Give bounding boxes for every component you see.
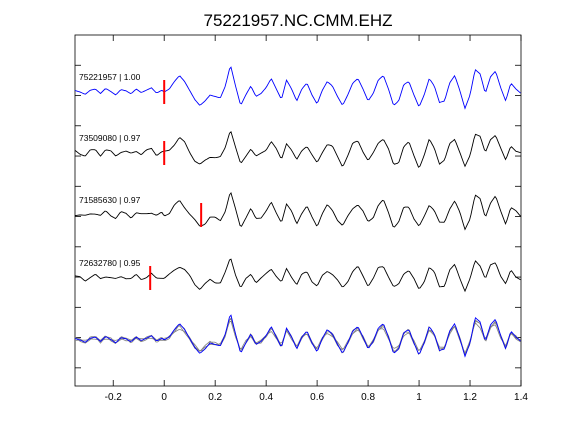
trace-label-2: 73509080 | 0.97 bbox=[79, 133, 141, 143]
waveform-trace-3 bbox=[74, 192, 521, 231]
chart-title: 75221957.NC.CMM.EHZ bbox=[204, 11, 393, 30]
x-tick-label: 0 bbox=[161, 392, 167, 403]
x-tick-label: -0.2 bbox=[105, 392, 123, 403]
trace-group: 75221957 | 1.00 73509080 | 0.97 71585630 |… bbox=[74, 66, 521, 358]
trace-label-4: 72632780 | 0.95 bbox=[79, 258, 141, 268]
x-tick-label: 1.2 bbox=[463, 392, 477, 403]
overlay-trace-2 bbox=[74, 317, 521, 356]
x-tick-label: 0.4 bbox=[259, 392, 273, 403]
plot-frame bbox=[74, 34, 522, 387]
trace-label-1: 75221957 | 1.00 bbox=[79, 72, 141, 82]
waveform-trace-4 bbox=[74, 258, 521, 293]
x-tick-label: 0.2 bbox=[208, 392, 222, 403]
x-tick-label: 1.4 bbox=[514, 392, 528, 403]
waveform-trace-2 bbox=[74, 130, 521, 168]
x-tick-label: 0.8 bbox=[361, 392, 375, 403]
trace-label-3: 71585630 | 0.97 bbox=[79, 195, 141, 205]
x-tick-label: 0.6 bbox=[310, 392, 324, 403]
overlay-trace-1 bbox=[74, 318, 521, 355]
waveform-trace-1 bbox=[74, 66, 521, 110]
axis-ticks: -0.2 0 0.2 0.4 0.6 0.8 1 1.2 1.4 bbox=[75, 35, 528, 403]
overlay-reference-trace bbox=[74, 314, 521, 358]
x-tick-label: 1 bbox=[416, 392, 422, 403]
overlay-trace-3 bbox=[74, 320, 521, 355]
